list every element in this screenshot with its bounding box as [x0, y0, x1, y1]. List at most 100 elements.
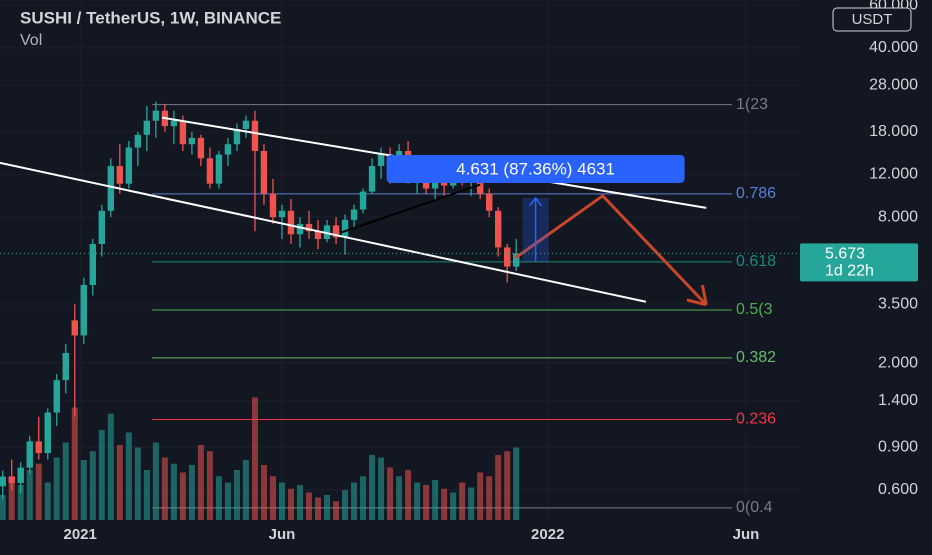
- measure-label: 4.631 (87.36%) 4631: [456, 159, 615, 178]
- volume-bar: [152, 442, 159, 520]
- candle-body: [305, 223, 313, 232]
- volume-bar: [369, 455, 376, 520]
- candle-body: [242, 120, 250, 129]
- trend-line: [340, 183, 481, 234]
- candle-body: [44, 412, 51, 454]
- countdown-label: 1d 22h: [825, 263, 874, 280]
- plot-area: 1(23 0.786 0.618 0.5(3 0.382 0.236 0(0.4 4.631 …: [0, 95, 800, 520]
- y-tick-label: 1.400: [878, 392, 918, 409]
- volume-bar: [432, 480, 439, 520]
- arrow-head: [700, 284, 708, 306]
- fib-label-bg: [732, 409, 800, 430]
- fib-label: 1(23: [736, 96, 768, 113]
- candle-body: [206, 158, 214, 184]
- volume-bar: [450, 492, 457, 520]
- y-tick-label: 8.000: [878, 208, 918, 225]
- candle-body: [35, 441, 42, 454]
- fib-label-bg: [732, 183, 800, 204]
- fib-label: 0.236: [736, 411, 776, 428]
- candle-body: [80, 284, 87, 336]
- candle-body: [71, 320, 78, 336]
- volume-bar: [62, 442, 69, 520]
- volume-bar: [224, 482, 231, 520]
- fib-label: 0.382: [736, 349, 776, 366]
- candle-body: [134, 134, 142, 148]
- last-price-label: 5.673: [825, 246, 865, 263]
- candle-body: [233, 128, 241, 145]
- candle-body: [368, 166, 376, 192]
- candle-body: [26, 441, 33, 468]
- volume-bar: [513, 447, 520, 520]
- candle-body: [170, 120, 178, 127]
- volume-bar: [396, 476, 403, 520]
- volume-bar: [324, 495, 331, 520]
- volume-bar: [351, 482, 358, 520]
- y-tick-label: 0.600: [878, 481, 918, 498]
- volume-bar: [342, 490, 349, 520]
- x-tick-label: 2021: [63, 526, 96, 543]
- candle-body: [287, 210, 295, 235]
- volume-bar: [242, 460, 249, 520]
- candle-body: [143, 120, 151, 135]
- volume-bar: [188, 465, 195, 520]
- volume-bar: [53, 457, 60, 520]
- y-tick-label: 3.500: [878, 295, 918, 312]
- x-tick-label: Jun: [733, 526, 760, 543]
- volume-bar: [423, 485, 430, 520]
- candle-body: [485, 193, 493, 211]
- volume-bar: [80, 460, 87, 520]
- candle-body: [504, 247, 511, 267]
- y-tick-label: 18.000: [869, 123, 918, 140]
- y-tick-label: 2.000: [878, 354, 918, 371]
- currency-label: USDT: [852, 11, 893, 28]
- last-price-box: [800, 243, 918, 282]
- candle-body: [215, 154, 223, 184]
- candle-body: [269, 193, 277, 218]
- candle-body: [278, 210, 286, 218]
- candle-body: [179, 120, 187, 145]
- candle-body: [260, 151, 268, 194]
- volume-bar: [233, 470, 240, 520]
- fib-label: 0.5(3: [736, 301, 773, 318]
- volume-bar: [116, 445, 123, 520]
- volume-bar: [441, 488, 448, 520]
- trend-line: [0, 161, 647, 303]
- fib-label: 0.786: [736, 185, 776, 202]
- volume-bar: [134, 447, 141, 520]
- y-tick-label: 12.000: [869, 166, 918, 183]
- volume-bar: [251, 397, 258, 520]
- volume-bar: [89, 451, 96, 520]
- fib-label: 0(0.4: [736, 499, 773, 516]
- fib-label: 0.618: [736, 253, 776, 270]
- volume-bar: [44, 482, 51, 520]
- candle-body: [314, 231, 322, 240]
- fib-label-bg: [732, 300, 800, 321]
- volume-bar: [107, 413, 114, 520]
- volume-bar: [405, 470, 412, 520]
- volume-bar: [17, 485, 24, 520]
- volume-bar: [0, 495, 6, 520]
- volume-bar: [495, 455, 502, 520]
- candle-body: [188, 137, 196, 145]
- fib-label-bg: [732, 251, 800, 272]
- volume-bar: [414, 482, 421, 520]
- measure-arrow-head: [528, 196, 543, 207]
- candle-body: [17, 467, 24, 483]
- y-tick-label: 28.000: [869, 77, 918, 94]
- volume-bar: [378, 457, 385, 520]
- candle-body: [513, 253, 520, 267]
- candle-body: [377, 154, 385, 167]
- volume-bar: [477, 472, 484, 520]
- volume-bar: [297, 485, 303, 520]
- candle-body: [152, 110, 160, 121]
- candle-body: [224, 144, 232, 155]
- volume-bar: [269, 476, 276, 520]
- axes: 60.00040.00028.00018.00012.0008.0003.500…: [63, 0, 918, 543]
- volume-bar: [486, 476, 493, 520]
- measure-label-bg: [386, 154, 685, 183]
- volume-bar: [333, 501, 340, 520]
- volume-bar: [215, 476, 222, 520]
- volume-bar: [197, 445, 204, 520]
- candle-body: [98, 210, 106, 244]
